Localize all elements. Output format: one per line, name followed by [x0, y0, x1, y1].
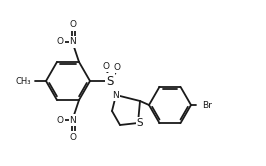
Text: N: N [70, 38, 76, 46]
Text: O: O [102, 61, 110, 71]
Text: O: O [114, 63, 120, 72]
Text: O: O [69, 20, 77, 29]
Text: CH₃: CH₃ [15, 77, 31, 85]
Text: Br: Br [202, 100, 212, 110]
Text: O: O [56, 38, 64, 46]
Text: S: S [106, 75, 114, 87]
Text: O: O [56, 116, 64, 124]
Text: N: N [113, 90, 119, 99]
Text: S: S [137, 118, 143, 128]
Text: N: N [70, 116, 76, 124]
Text: O: O [69, 133, 77, 142]
